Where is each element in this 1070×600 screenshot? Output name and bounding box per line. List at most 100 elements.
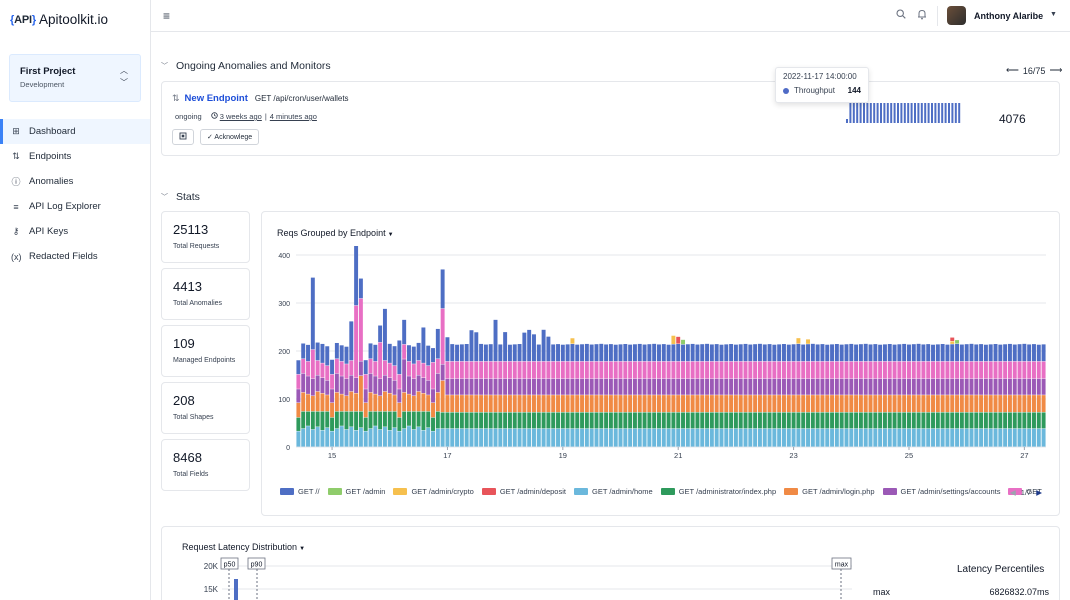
bar-segment: [551, 361, 556, 379]
legend-label: GET: [1026, 487, 1042, 496]
sidebar-item-redacted-fields[interactable]: (x) Redacted Fields: [0, 244, 150, 269]
bar-segment: [709, 412, 714, 429]
user-avatar[interactable]: [947, 6, 966, 25]
bar-segment: [556, 428, 560, 447]
bar-segment: [743, 395, 748, 413]
bar-segment: [791, 378, 796, 395]
bar-segment: [700, 378, 705, 395]
bar-segment: [301, 343, 306, 359]
bar-segment: [709, 361, 714, 379]
bar-segment: [964, 344, 969, 362]
latency-histogram[interactable]: 20K 15K p50 p90 max: [162, 557, 862, 600]
bar-segment: [882, 344, 887, 362]
bar-segment: [974, 428, 979, 447]
legend-item[interactable]: GET /admin/crypto: [393, 487, 474, 496]
bar-segment: [608, 378, 613, 395]
bar-segment: [608, 395, 613, 413]
bar-segment: [988, 378, 993, 395]
bar-segment: [676, 428, 681, 447]
bar-segment: [911, 412, 916, 429]
legend-item[interactable]: GET /admin/settings/accounts: [882, 487, 1000, 496]
menu-icon[interactable]: ≡: [163, 9, 171, 23]
bar-segment: [647, 395, 652, 413]
project-selector[interactable]: First Project Development ︿ ﹀: [9, 54, 141, 102]
bar-segment: [334, 342, 339, 359]
bar-segment: [772, 378, 777, 395]
sidebar-item-endpoints[interactable]: ⇅ Endpoints: [0, 144, 150, 169]
acknowledge-button[interactable]: ✓ Acknowlege: [200, 129, 260, 145]
bar-segment: [556, 412, 560, 429]
anomaly-type-link[interactable]: New Endpoint: [184, 93, 248, 104]
throughput-tooltip: 2022-11-17 14:00:00 Throughput 144: [775, 67, 869, 103]
bar-segment: [806, 361, 810, 379]
bar-segment: [541, 378, 546, 395]
x-tick-label: 21: [674, 451, 682, 460]
bar-segment: [560, 344, 565, 362]
bar-segment: [344, 378, 349, 396]
bell-icon[interactable]: [917, 9, 927, 23]
latency-select[interactable]: Request Latency Distribution ▼: [182, 542, 305, 552]
bar-segment: [724, 361, 729, 379]
view-details-button[interactable]: [172, 129, 194, 145]
bar-segment: [1007, 395, 1012, 413]
app-logo[interactable]: {API} Apitoolkit.io: [10, 12, 108, 27]
throughput-sparkline[interactable]: [846, 102, 966, 124]
bar-segment: [464, 412, 469, 429]
bar-segment: [657, 395, 661, 413]
bar-segment: [584, 395, 589, 413]
legend-item[interactable]: GET /admin/home: [573, 487, 653, 496]
legend-item[interactable]: GET /admin/login.php: [784, 487, 875, 496]
bar-segment: [608, 361, 613, 379]
legend-item[interactable]: GET: [1008, 487, 1042, 496]
bar-segment: [921, 428, 926, 447]
bar-segment: [950, 378, 955, 395]
bar-segment: [1022, 361, 1027, 379]
bar-segment: [926, 378, 931, 395]
sidebar: {API} Apitoolkit.io First Project Develo…: [0, 0, 151, 600]
arrow-left-icon[interactable]: ⟵: [1006, 65, 1019, 75]
sidebar-item-dashboard[interactable]: ⊞ Dashboard: [0, 119, 150, 144]
legend-item[interactable]: GET /administrator/index.php: [660, 487, 776, 496]
bar-segment: [974, 412, 979, 429]
bar-segment: [844, 412, 849, 429]
legend-swatch: [280, 488, 294, 495]
bar-segment: [705, 412, 710, 429]
bar-segment: [594, 344, 599, 362]
bar-segment: [512, 412, 517, 429]
sparkline-bar: [937, 103, 940, 123]
bar-segment: [782, 412, 786, 429]
requests-bar-chart[interactable]: 0 100 200 300 400 15 17 19 21 23 25 27: [262, 246, 1061, 484]
bar-segment: [897, 344, 902, 362]
legend-item[interactable]: GET /admin: [327, 487, 386, 496]
stats-section-header[interactable]: ﹀ Stats: [161, 191, 200, 203]
bar-segment: [517, 412, 522, 429]
bar-segment: [445, 395, 450, 413]
caret-down-icon[interactable]: ▼: [1050, 11, 1057, 18]
bar-segment: [1022, 395, 1027, 413]
bar-segment: [647, 378, 652, 395]
sidebar-item-anomalies[interactable]: ⓘ Anomalies: [0, 169, 150, 194]
legend-prev-icon[interactable]: ◀: [1010, 488, 1016, 497]
bar-segment: [532, 334, 536, 362]
bar-segment: [565, 428, 570, 447]
sidebar-item-api-keys[interactable]: ⚷ API Keys: [0, 219, 150, 244]
bar-segment: [878, 412, 883, 429]
user-name[interactable]: Anthony Alaribe: [974, 11, 1044, 21]
bar-segment: [522, 412, 527, 429]
search-icon[interactable]: [896, 9, 906, 22]
bar-segment: [296, 417, 301, 431]
y-tick-label: 200: [278, 349, 290, 356]
bar-segment: [671, 361, 676, 379]
bar-segment: [748, 361, 753, 379]
bar-segment: [320, 343, 325, 363]
anomalies-section-header[interactable]: ﹀ Ongoing Anomalies and Monitors: [161, 60, 331, 72]
bar-segment: [407, 394, 411, 412]
legend-item[interactable]: GET //: [280, 487, 320, 496]
legend-item[interactable]: GET /admin/deposit: [481, 487, 566, 496]
arrow-right-icon[interactable]: ⟶: [1049, 65, 1063, 75]
legend-label: GET /admin: [345, 487, 386, 496]
sidebar-item-api-log-explorer[interactable]: ≡ API Log Explorer: [0, 194, 150, 219]
legend-next-icon[interactable]: ▶: [1036, 488, 1042, 497]
bar-segment: [498, 361, 503, 379]
chart-grouping-select[interactable]: Reqs Grouped by Endpoint ▼: [277, 228, 394, 238]
